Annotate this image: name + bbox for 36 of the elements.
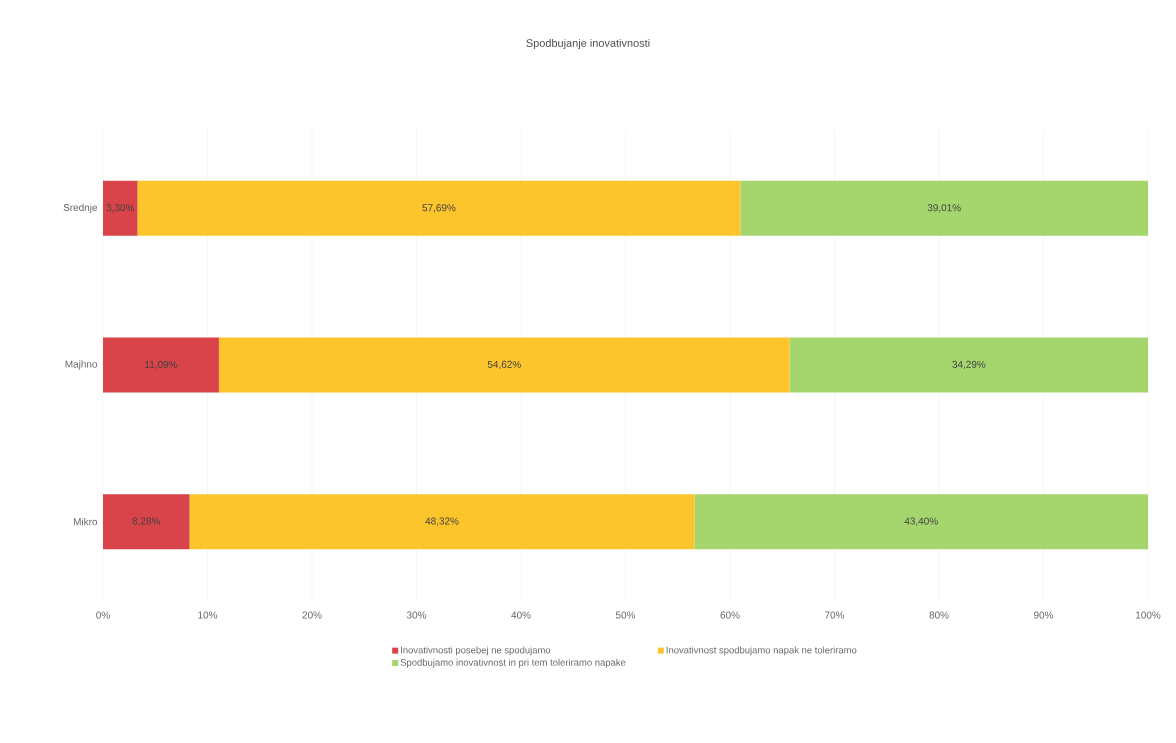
x-tick-label: 80% xyxy=(929,611,949,619)
bar xyxy=(189,494,695,550)
data-label: 43,40% xyxy=(904,517,938,526)
bar xyxy=(694,494,1148,550)
bar xyxy=(789,337,1148,393)
legend-label: Inovativnosti posebej ne spodujamo xyxy=(401,646,551,656)
data-label: 34,29% xyxy=(952,360,986,370)
x-tick-label: 10% xyxy=(198,611,218,619)
bar xyxy=(218,337,790,393)
bar xyxy=(137,180,741,236)
bar xyxy=(103,337,219,393)
bar xyxy=(740,180,1148,236)
data-label: 11,09% xyxy=(145,360,178,370)
y-tick-label: Mikro xyxy=(73,517,98,526)
x-tick-label: 60% xyxy=(720,611,740,619)
data-label: 39,01% xyxy=(927,204,961,213)
x-tick-label: 90% xyxy=(1034,611,1054,619)
bar xyxy=(103,180,138,236)
y-tick-label: Srednje xyxy=(63,203,98,213)
bar xyxy=(103,494,190,550)
data-label: 48,32% xyxy=(425,517,459,526)
legend-label: Spodbujamo inovativnost in pri tem toleriramo napake xyxy=(400,658,626,668)
x-tick-label: 0% xyxy=(96,611,110,619)
chart-title: Spodbujanje inovativnosti xyxy=(526,38,650,50)
x-tick-label: 100% xyxy=(1136,611,1161,619)
x-tick-label: 70% xyxy=(825,611,845,619)
data-label: 57,69% xyxy=(422,204,456,213)
data-label: 8,28% xyxy=(132,517,161,526)
data-label: 54,62% xyxy=(487,360,521,370)
y-tick-label: Majhno xyxy=(65,360,98,370)
x-tick-label: 50% xyxy=(615,611,636,619)
x-tick-label: 20% xyxy=(302,611,322,619)
legend-label: Inovativnost spodbujamo napak ne toleriramo xyxy=(666,646,857,656)
x-tick-label: 40% xyxy=(511,611,531,619)
x-tick-label: 30% xyxy=(406,611,427,619)
data-label: 3,30% xyxy=(106,204,135,213)
